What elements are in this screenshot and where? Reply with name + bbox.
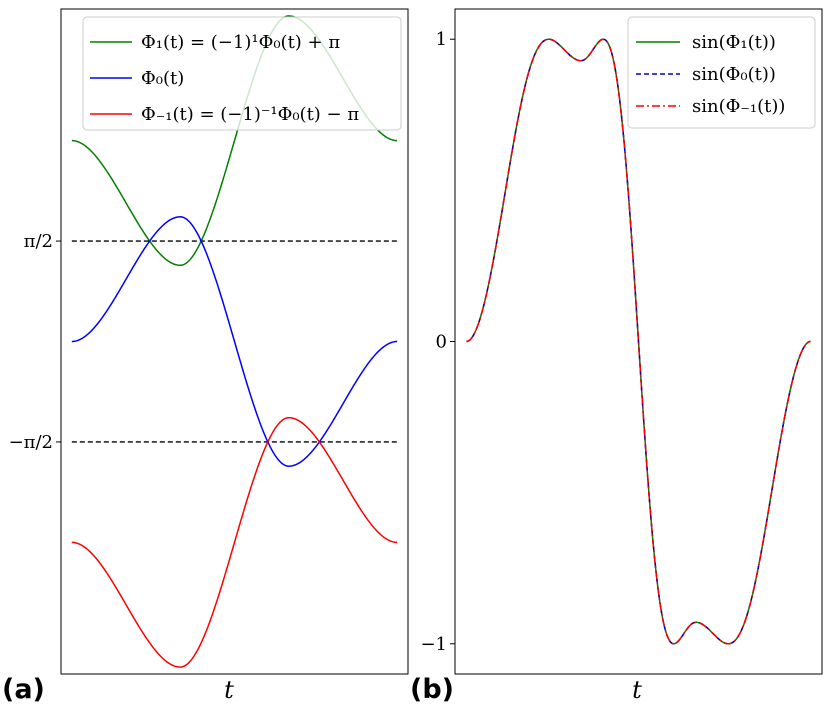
panel-b-x-axis-label: t (632, 676, 642, 704)
panel-a-legend: Φ₁(t) = (−1)¹Φ₀(t) + π Φ₀(t) Φ₋₁(t) = (−1)… (82, 16, 402, 131)
legend-entry: sin(Φ₁(t)) (692, 32, 776, 53)
y-tick-label: −π/2 (9, 432, 53, 453)
panel-b-label: (b) (410, 674, 454, 705)
panel-b-legend: sin(Φ₁(t)) sin(Φ₀(t)) sin(Φ₋₁(t)) (627, 16, 816, 129)
series-line (466, 38, 811, 645)
y-tick-label: −1 (420, 634, 447, 655)
panel-a-label: (a) (2, 674, 45, 705)
series-line (466, 38, 811, 645)
legend-entry: Φ₁(t) = (−1)¹Φ₀(t) + π (141, 32, 340, 53)
legend-entry: Φ₀(t) (141, 68, 184, 89)
legend-box (627, 16, 816, 129)
legend-box (82, 16, 402, 131)
panel-a-reference-lines (71, 240, 398, 443)
legend-entry: sin(Φ₀(t)) (692, 64, 776, 85)
series-line (71, 216, 398, 467)
y-tick-label: 1 (436, 29, 447, 50)
panel-a: π/2 −π/2 Φ₁(t) = (−1)¹Φ₀(t) + π Φ₀(t) Φ₋₁(t… (2, 8, 409, 705)
legend-entry: Φ₋₁(t) = (−1)⁻¹Φ₀(t) − π (141, 104, 359, 125)
panel-a-frame (60, 8, 409, 675)
panel-b: 1 0 −1 sin(Φ₁(t)) sin(Φ₀(t)) sin(Φ₋₁(t)) t (… (410, 8, 823, 705)
panel-b-series (466, 38, 811, 645)
series-line (71, 416, 398, 668)
y-tick-label: π/2 (24, 231, 53, 252)
panel-a-x-axis-label: t (224, 676, 234, 704)
panel-a-y-ticks: π/2 −π/2 (9, 231, 61, 453)
panel-b-y-ticks: 1 0 −1 (420, 29, 455, 655)
y-tick-label: 0 (436, 332, 447, 353)
legend-entry: sin(Φ₋₁(t)) (692, 96, 785, 117)
